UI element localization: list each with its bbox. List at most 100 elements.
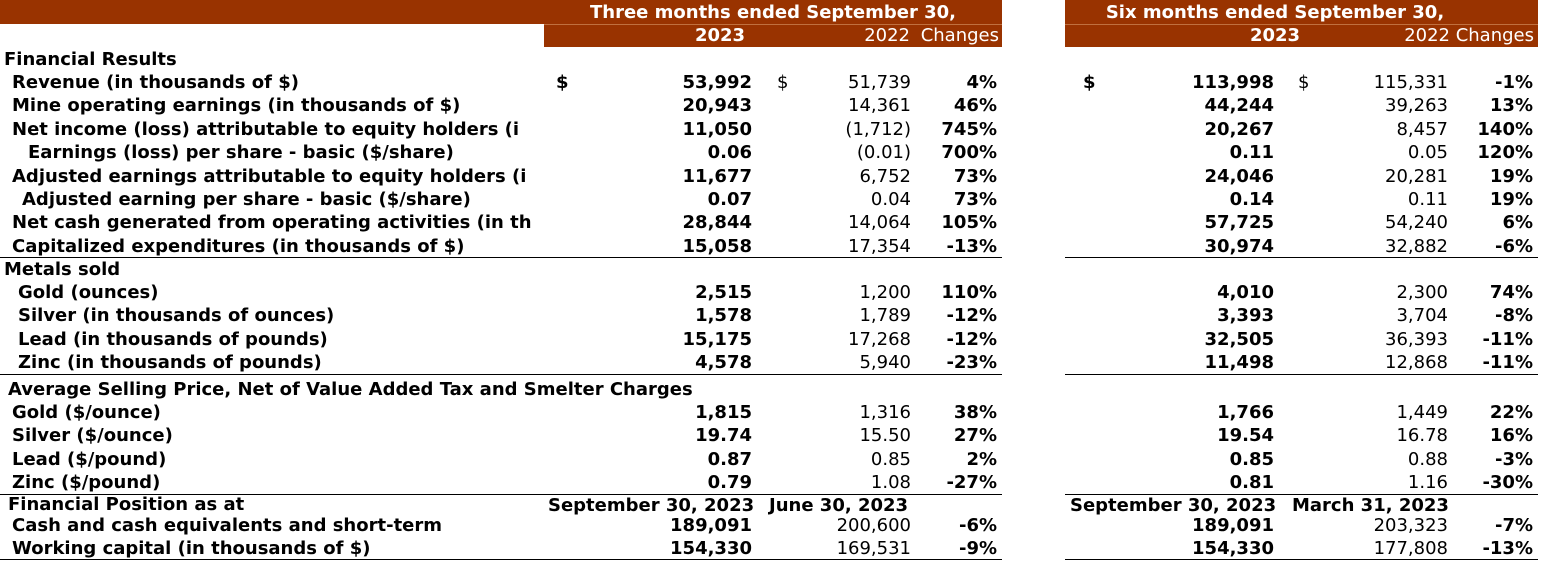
cell-h23: 11,498 <box>1204 352 1274 374</box>
cell-hc: 16% <box>1489 425 1533 447</box>
cell-h23: 0.14 <box>1229 189 1274 210</box>
cell-q23: 0.79 <box>707 472 752 494</box>
cell-hc: -11% <box>1482 352 1533 374</box>
header-divider <box>544 24 1002 25</box>
row-label: Net cash generated from operating activi… <box>12 212 532 234</box>
cell-qc: 4% <box>966 72 997 93</box>
cell-q22: 5,940 <box>859 352 911 374</box>
cell-qc: -6% <box>958 515 997 536</box>
rule-after-metals-left <box>0 374 1002 375</box>
cell-h23: 0.11 <box>1229 142 1274 164</box>
cell-q23: 154,330 <box>670 538 752 559</box>
row-label: Revenue (in thousands of $) <box>12 72 299 93</box>
table-row: Net income (loss) attributable to equity… <box>0 118 1541 142</box>
cell-q22: (1,712) <box>845 118 911 140</box>
cell-h23: 20,267 <box>1204 118 1274 140</box>
cell-h23: 0.81 <box>1229 472 1274 494</box>
cell-q22: 15.50 <box>859 425 911 447</box>
cell-h23: 32,505 <box>1204 328 1274 350</box>
header-divider <box>1065 24 1538 25</box>
row-label: Zinc (in thousands of pounds) <box>18 352 322 374</box>
row-label: Cash and cash equivalents and short-term <box>12 515 443 536</box>
cell-q22: 17,268 <box>848 328 911 350</box>
cell-q23: 2,515 <box>695 282 752 303</box>
cell-h22: 1,449 <box>1396 402 1448 423</box>
cell-h22: 115,331 <box>1373 72 1448 93</box>
cell-h22: 3,704 <box>1396 305 1448 327</box>
cell-q23: 189,091 <box>670 515 752 536</box>
cell-h22: 32,882 <box>1385 235 1448 257</box>
cell-h22: 8,457 <box>1396 118 1448 140</box>
cell-qc: 46% <box>953 95 997 117</box>
position-date-right-prior: March 31, 2023 <box>1292 495 1449 516</box>
currency-symbol: $ <box>1298 72 1310 93</box>
cell-qc: 110% <box>941 282 997 303</box>
cell-h22: 16.78 <box>1396 425 1448 447</box>
cell-hc: -8% <box>1494 305 1533 327</box>
cell-hc: 140% <box>1477 118 1533 140</box>
cell-h22: 177,808 <box>1373 538 1448 559</box>
cell-q23: 15,175 <box>682 328 752 350</box>
cell-q22: 0.85 <box>870 448 911 470</box>
cell-qc: -12% <box>946 305 997 327</box>
cell-q23: 15,058 <box>682 235 752 257</box>
row-label: Silver ($/ounce) <box>12 425 173 447</box>
currency-symbol: $ <box>1083 72 1096 93</box>
row-label: Lead ($/pound) <box>12 448 167 470</box>
cell-h23: 30,974 <box>1204 235 1274 257</box>
cell-hc: -1% <box>1494 72 1533 93</box>
cell-q23: 11,050 <box>682 118 752 140</box>
header-three-months-changes: Changes <box>920 25 999 46</box>
rule-bottom-left <box>0 559 1002 560</box>
cell-hc: -11% <box>1482 328 1533 350</box>
cell-qc: 2% <box>966 448 997 470</box>
cell-q22: 1,316 <box>859 402 911 423</box>
cell-h22: 20,281 <box>1385 165 1448 187</box>
table-row: Adjusted earnings attributable to equity… <box>0 165 1541 189</box>
cell-h22: 203,323 <box>1373 515 1448 536</box>
cell-h22: 2,300 <box>1396 282 1448 303</box>
cell-q23: 19.74 <box>695 425 752 447</box>
section-average-selling-price: Average Selling Price, Net of Value Adde… <box>8 379 693 400</box>
cell-h22: 54,240 <box>1385 212 1448 234</box>
cell-hc: -7% <box>1494 515 1533 536</box>
row-label: Adjusted earning per share - basic ($/sh… <box>22 189 471 210</box>
cell-h23: 154,330 <box>1192 538 1274 559</box>
cell-q22: 0.04 <box>870 189 911 210</box>
cell-qc: 27% <box>953 425 997 447</box>
table-row: Zinc (in thousands of pounds) 4,578 5,940 -… <box>0 351 1541 375</box>
row-label: Net income (loss) attributable to equity… <box>12 118 520 140</box>
cell-hc: 19% <box>1489 189 1533 210</box>
cell-h22: 36,393 <box>1385 328 1448 350</box>
cell-q23: 1,578 <box>695 305 752 327</box>
header-six-months-title: Six months ended September 30, <box>1105 2 1445 23</box>
table-row: Gold ($/ounce) 1,815 1,316 38% 1,766 1,449 22% <box>0 401 1541 425</box>
header-band-three-months <box>544 0 1002 47</box>
position-date-right-current: September 30, 2023 <box>1070 495 1277 516</box>
cell-h22: 39,263 <box>1385 95 1448 117</box>
header-six-months-2023: 2023 <box>1249 25 1301 46</box>
cell-h22: 0.11 <box>1407 189 1448 210</box>
cell-hc: -13% <box>1482 538 1533 559</box>
row-label: Silver (in thousands of ounces) <box>18 305 335 327</box>
cell-q23: 53,992 <box>682 72 752 93</box>
rule-after-financial-results-left <box>0 257 1002 258</box>
table-row: Lead (in thousands of pounds) 15,175 17,26… <box>0 328 1541 352</box>
cell-qc: -23% <box>946 352 997 374</box>
header-three-months-2022: 2022 <box>864 25 910 46</box>
currency-symbol: $ <box>556 72 569 93</box>
rule-after-metals-right <box>1065 374 1538 375</box>
row-label: Working capital (in thousands of $) <box>12 538 371 559</box>
rule-bottom-right <box>1065 559 1538 560</box>
cell-qc: 38% <box>953 402 997 423</box>
cell-q23: 4,578 <box>695 352 752 374</box>
header-three-months-title: Three months ended September 30, <box>589 2 956 23</box>
cell-h23: 19.54 <box>1217 425 1274 447</box>
header-band-six-months <box>1065 0 1538 47</box>
table-row: Capitalized expenditures (in thousands o… <box>0 235 1541 259</box>
row-label: Capitalized expenditures (in thousands o… <box>12 235 465 257</box>
cell-q23: 28,844 <box>682 212 752 234</box>
cell-h23: 4,010 <box>1217 282 1274 303</box>
table-row: Adjusted earning per share - basic ($/sh… <box>0 188 1541 212</box>
cell-q22: 51,739 <box>848 72 911 93</box>
